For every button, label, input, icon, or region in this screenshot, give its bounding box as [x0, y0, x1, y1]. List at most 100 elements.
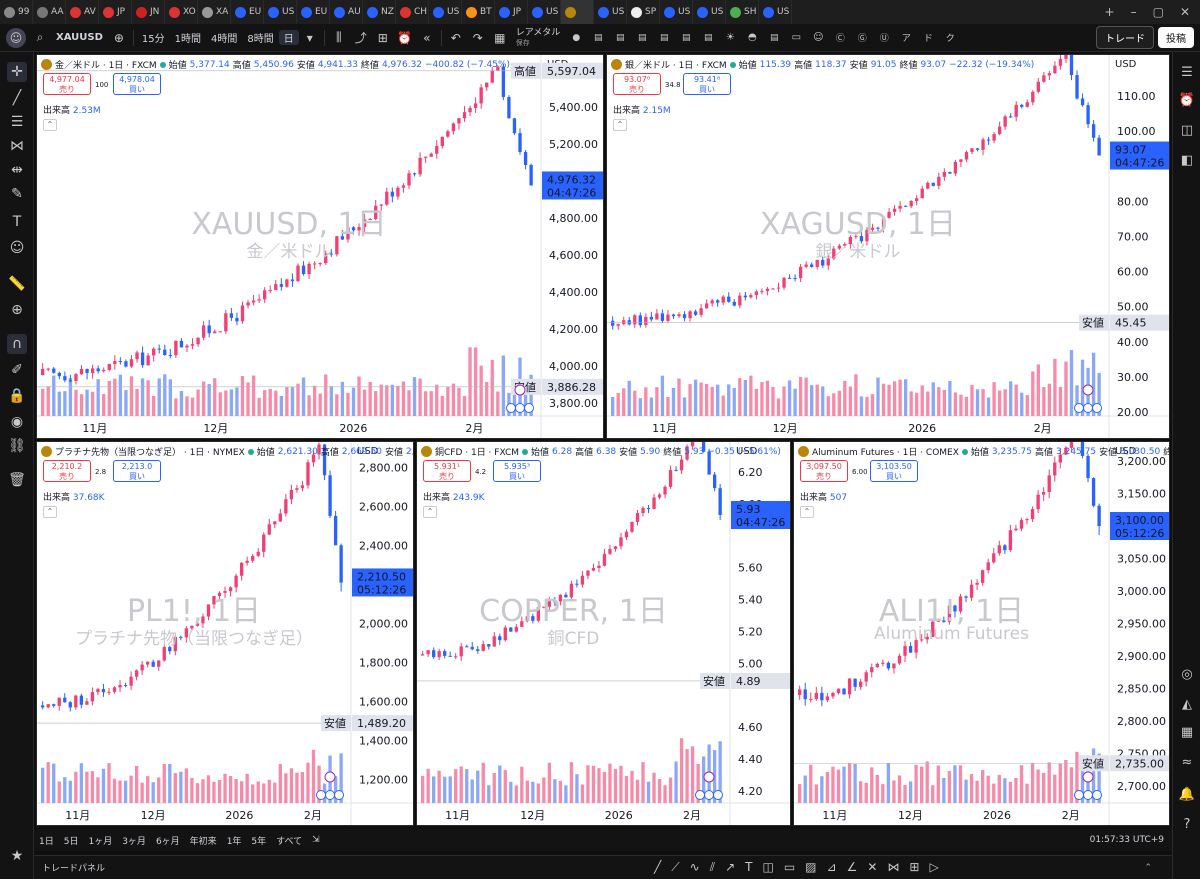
currency-label[interactable]: USD [736, 446, 758, 457]
trendline-icon[interactable]: ╱ [12, 90, 22, 106]
browser-tab[interactable]: JN [132, 0, 165, 24]
buy-button[interactable]: 4,978.04 買い [113, 73, 161, 95]
range-6m[interactable]: 6ヶ月 [155, 836, 180, 847]
chart-panel-pl[interactable]: 2,800.00 2,600.00 2,400.00 2,000.00 1,800.00… [36, 441, 414, 826]
favorites-star-icon[interactable]: ★ [10, 848, 24, 864]
interval-1d[interactable]: 日 [278, 30, 299, 45]
legend-header[interactable]: 銀／米ドル · 1日 · FXCM 始値 115.39 高値 118.37 安値 91.05… [611, 58, 1034, 71]
economic-event-flag-icon[interactable] [1074, 790, 1084, 800]
collapse-legend-icon[interactable]: ⌃ [43, 119, 57, 131]
search-icon[interactable]: ⌕ [36, 30, 44, 44]
crosshair-icon[interactable]: ✛ [7, 62, 27, 82]
chart-canvas[interactable]: 110.00 100.00 80.00 70.00 60.00 50.00 40.00 30.… [607, 55, 1170, 439]
browser-tab[interactable]: US [594, 0, 627, 24]
pattern-icon[interactable]: ⋈ [10, 138, 24, 154]
zoom-icon[interactable]: ⊕ [11, 302, 23, 318]
letter-u-icon[interactable]: Ⓤ [879, 34, 889, 44]
browser-tab[interactable]: US [660, 0, 693, 24]
browser-tab[interactable]: US [528, 0, 561, 24]
browser-tab[interactable]: US [429, 0, 462, 24]
sun-icon[interactable]: ☀ [725, 32, 735, 43]
browser-tab[interactable]: AA [33, 0, 66, 24]
indicators-icon[interactable]: ⤴ [354, 31, 367, 45]
browser-tab[interactable]: SP [627, 0, 660, 24]
ruler-tool-icon[interactable]: ⊿ [826, 860, 837, 874]
economic-event-flag-icon[interactable] [704, 790, 714, 800]
layout-grid-icon[interactable]: ▦ [494, 30, 506, 45]
link-icon[interactable]: ⛓ [8, 438, 26, 454]
economic-event-flag-icon[interactable] [325, 790, 335, 800]
browser-tab[interactable]: 99 [0, 0, 33, 24]
chart-canvas[interactable]: 6.206.005.605.405.205.004.604.404.20USD1… [417, 442, 791, 826]
interval-4h[interactable]: 4時間 [211, 34, 238, 45]
magnet-icon[interactable]: ∩ [7, 334, 27, 354]
economic-event-flag-icon[interactable] [1083, 403, 1093, 413]
collapse-legend-icon[interactable]: ⌃ [423, 506, 437, 518]
close-icon[interactable]: ✕ [1179, 5, 1190, 19]
image-tool-icon[interactable]: ▨ [805, 860, 817, 874]
gann-tool-icon[interactable]: ⊞ [909, 860, 920, 874]
letter-do-icon[interactable]: ド [923, 34, 933, 44]
currency-label[interactable]: USD [357, 446, 379, 457]
bag-icon[interactable]: ◓ [747, 32, 757, 43]
economic-event-flag-icon[interactable] [1092, 790, 1102, 800]
angle-tool-icon[interactable]: ∠ [846, 860, 858, 874]
sell-button[interactable]: 5.931¹ 売り [423, 460, 471, 482]
channel-tool-icon[interactable]: ⫽ [709, 860, 716, 874]
arrow-tool-icon[interactable]: ↗ [725, 860, 736, 874]
legend-title[interactable]: 銅CFD · 1日 · FXCM [435, 448, 520, 458]
economic-event-flag-icon[interactable] [316, 790, 326, 800]
sell-button[interactable]: 93.07⁰ 売り [613, 73, 661, 95]
chevron-down-icon[interactable]: ▾ [306, 30, 313, 45]
ideas-icon[interactable]: ◭ [1182, 697, 1192, 712]
replay-icon[interactable]: « [423, 30, 431, 45]
collapse-legend-icon[interactable]: ⌃ [613, 119, 627, 131]
browser-tab[interactable]: EU [231, 0, 264, 24]
interval-1h[interactable]: 1時間 [174, 34, 201, 45]
emoji-icon[interactable]: ☺ [813, 32, 824, 43]
legend-header[interactable]: プラチナ先物（当限つなぎ足） · 1日 · NYMEX 始値 2,621.30 高値 2… [41, 445, 413, 458]
chart-canvas[interactable]: 3,200.00 3,150.00 3,050.00 3,000.00 2,950.00… [794, 442, 1170, 826]
brush-icon[interactable]: ✎ [11, 186, 23, 202]
minimize-icon[interactable]: – [1130, 5, 1137, 19]
layout-name[interactable]: レアメタル 保存 [511, 28, 566, 48]
browser-tab[interactable]: BT [462, 0, 495, 24]
chart-canvas[interactable]: 2,800.00 2,600.00 2,400.00 2,000.00 1,800.00… [37, 442, 414, 826]
range-all[interactable]: すべて [276, 836, 303, 847]
redo-icon[interactable]: ↷ [472, 30, 483, 45]
flag-us-icon[interactable]: ▤ [660, 32, 669, 43]
chat-bubble-icon[interactable]: ◧ [1180, 153, 1194, 168]
buy-button[interactable]: 2,213.0 買い [113, 460, 161, 482]
flag-jp-icon[interactable]: ● [572, 32, 581, 43]
range-5d[interactable]: 5日 [63, 836, 79, 847]
currency-label[interactable]: USD [1115, 59, 1137, 70]
collapse-legend-icon[interactable]: ⌃ [43, 506, 57, 518]
chart-panel-xag[interactable]: 110.00 100.00 80.00 70.00 60.00 50.00 40.00 30.… [606, 54, 1170, 439]
buy-button[interactable]: 5.935³ 買い [493, 460, 541, 482]
pattern-tool-icon[interactable]: ⋈ [887, 860, 900, 874]
help-icon[interactable]: ? [1183, 817, 1191, 832]
sell-button[interactable]: 4,977.04 売り [43, 73, 91, 95]
legend-header[interactable]: 銅CFD · 1日 · FXCM 始値 6.28 高値 6.38 安値 5.90 終値 5.93… [421, 445, 781, 458]
new-tab-icon[interactable]: + [1104, 5, 1115, 19]
interval-8h[interactable]: 8時間 [247, 34, 274, 45]
watchlist-icon[interactable]: ☰ [1181, 65, 1193, 80]
candle-type-icon[interactable]: ⫼ [335, 30, 342, 44]
chart-panel-xau[interactable]: 5,400.005,200.005,000.004,800.004,600.00… [36, 54, 604, 439]
volume-legend[interactable]: 出来高 2.53M [43, 103, 101, 116]
chat-icon[interactable]: ◫ [1180, 123, 1194, 138]
replay-tool-icon[interactable]: ▷ [929, 860, 939, 874]
fib-icon[interactable]: ☰ [10, 114, 24, 130]
browser-tab[interactable]: CH [396, 0, 429, 24]
path-tool-icon[interactable]: ∿ [689, 860, 700, 874]
letter-a-icon[interactable]: ア [901, 34, 911, 44]
ruler-icon[interactable]: 📏 [8, 276, 26, 292]
notification-bell-icon[interactable]: 🔔 [1178, 787, 1196, 802]
sell-button[interactable]: 3,097.50 売り [800, 460, 848, 482]
economic-event-flag-icon[interactable] [1092, 403, 1102, 413]
range-1y[interactable]: 1年 [226, 836, 242, 847]
dividend-event-icon[interactable] [514, 384, 526, 396]
sell-button[interactable]: 2,210.2 売り [43, 460, 91, 482]
browser-tab[interactable]: JP [495, 0, 528, 24]
chart-panel-al[interactable]: 3,200.00 3,150.00 3,050.00 3,000.00 2,950.00… [793, 441, 1170, 826]
